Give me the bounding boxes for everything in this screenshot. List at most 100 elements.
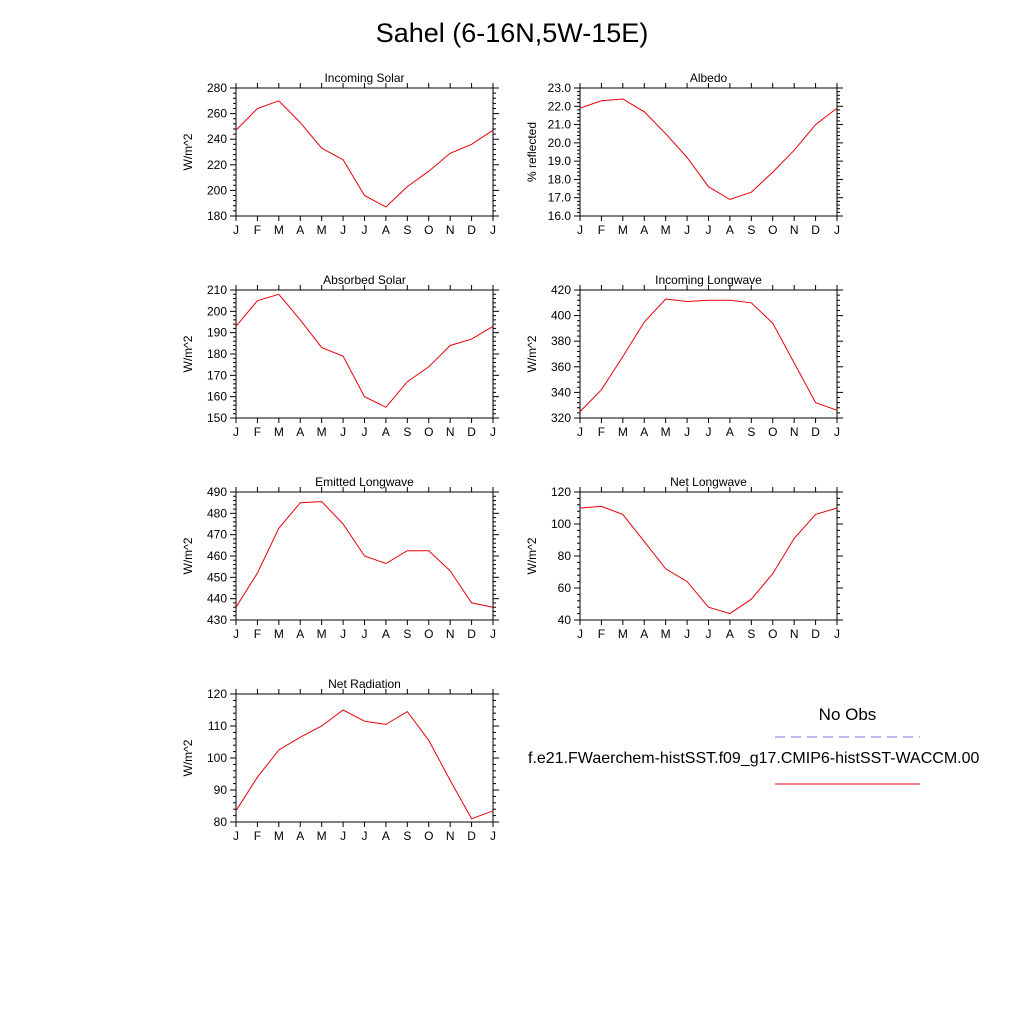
x-tick-label: D <box>467 627 476 641</box>
x-tick-label: J <box>834 223 840 237</box>
x-tick-label: M <box>618 627 628 641</box>
x-tick-label: S <box>747 627 755 641</box>
x-tick-label: F <box>598 425 605 439</box>
y-tick-label: 380 <box>551 334 571 348</box>
x-tick-label: D <box>467 829 476 843</box>
panel-title: Emitted Longwave <box>315 475 414 489</box>
panel-title: Incoming Solar <box>324 71 404 85</box>
x-tick-label: O <box>424 223 433 237</box>
x-tick-label: J <box>490 425 496 439</box>
x-tick-label: D <box>467 223 476 237</box>
x-tick-label: N <box>446 425 455 439</box>
x-tick-label: M <box>661 223 671 237</box>
x-tick-label: N <box>446 627 455 641</box>
x-tick-label: J <box>684 425 690 439</box>
x-tick-label: A <box>726 425 734 439</box>
x-tick-label: O <box>424 425 433 439</box>
y-tick-label: 260 <box>207 107 227 121</box>
x-tick-label: A <box>296 223 304 237</box>
y-tick-label: 360 <box>551 360 571 374</box>
x-tick-label: A <box>726 223 734 237</box>
y-tick-label: 120 <box>551 485 571 499</box>
x-tick-label: J <box>706 425 712 439</box>
series-line <box>235 100 494 208</box>
x-tick-label: J <box>233 425 239 439</box>
y-tick-label: 180 <box>207 209 227 223</box>
page-title: Sahel (6-16N,5W-15E) <box>375 18 649 48</box>
panel-title: Absorbed Solar <box>323 273 406 287</box>
x-tick-label: D <box>467 425 476 439</box>
x-tick-label: A <box>296 627 304 641</box>
y-axis-label: W/m^2 <box>181 739 195 776</box>
legend-obs-label: No Obs <box>818 705 877 724</box>
y-tick-label: 100 <box>551 517 571 531</box>
y-axis-label: W/m^2 <box>181 335 195 372</box>
plot-frame <box>579 87 838 217</box>
y-tick-label: 170 <box>207 368 227 382</box>
x-tick-label: S <box>747 425 755 439</box>
x-tick-label: J <box>684 223 690 237</box>
y-tick-label: 17.0 <box>548 191 572 205</box>
y-tick-label: 150 <box>207 411 227 425</box>
x-tick-label: N <box>446 223 455 237</box>
legend-model-label: f.e21.FWaerchem-histSST.f09_g17.CMIP6-hi… <box>528 750 980 767</box>
y-tick-label: 80 <box>214 815 228 829</box>
x-tick-label: F <box>254 627 261 641</box>
y-tick-label: 490 <box>207 485 227 499</box>
y-tick-label: 21.0 <box>548 118 572 132</box>
x-tick-label: M <box>317 829 327 843</box>
x-tick-label: D <box>811 425 820 439</box>
x-tick-label: F <box>254 829 261 843</box>
x-tick-label: D <box>811 627 820 641</box>
y-tick-label: 210 <box>207 283 227 297</box>
y-tick-label: 120 <box>207 687 227 701</box>
y-tick-label: 340 <box>551 385 571 399</box>
x-tick-label: J <box>577 425 583 439</box>
x-tick-label: J <box>362 223 368 237</box>
y-tick-label: 200 <box>207 304 227 318</box>
x-tick-label: M <box>274 223 284 237</box>
y-axis-label: W/m^2 <box>181 537 195 574</box>
y-tick-label: 220 <box>207 158 227 172</box>
x-tick-label: D <box>811 223 820 237</box>
y-tick-label: 470 <box>207 528 227 542</box>
y-tick-label: 430 <box>207 613 227 627</box>
y-tick-label: 160 <box>207 390 227 404</box>
y-tick-label: 100 <box>207 751 227 765</box>
y-tick-label: 320 <box>551 411 571 425</box>
y-tick-label: 460 <box>207 549 227 563</box>
x-tick-label: O <box>768 223 777 237</box>
x-tick-label: M <box>317 223 327 237</box>
y-tick-label: 16.0 <box>548 209 572 223</box>
x-tick-label: A <box>382 425 390 439</box>
x-tick-label: J <box>340 425 346 439</box>
x-tick-label: O <box>768 425 777 439</box>
y-tick-label: 18.0 <box>548 172 572 186</box>
series-line <box>579 505 838 615</box>
series-line <box>579 98 838 201</box>
x-tick-label: M <box>661 425 671 439</box>
y-tick-label: 22.0 <box>548 99 572 113</box>
x-tick-label: A <box>382 627 390 641</box>
y-tick-label: 450 <box>207 570 227 584</box>
x-tick-label: J <box>362 627 368 641</box>
y-tick-label: 280 <box>207 81 227 95</box>
y-tick-label: 480 <box>207 506 227 520</box>
y-tick-label: 200 <box>207 183 227 197</box>
plot-frame <box>235 289 494 419</box>
x-tick-label: J <box>490 829 496 843</box>
x-tick-label: M <box>661 627 671 641</box>
x-tick-label: J <box>684 627 690 641</box>
x-tick-label: O <box>768 627 777 641</box>
y-tick-label: 240 <box>207 132 227 146</box>
series-line <box>235 709 494 820</box>
panel-title: Net Radiation <box>328 677 401 691</box>
x-tick-label: S <box>403 829 411 843</box>
x-tick-label: A <box>296 829 304 843</box>
y-axis-label: W/m^2 <box>525 537 539 574</box>
x-tick-label: O <box>424 829 433 843</box>
series-line <box>235 501 494 608</box>
